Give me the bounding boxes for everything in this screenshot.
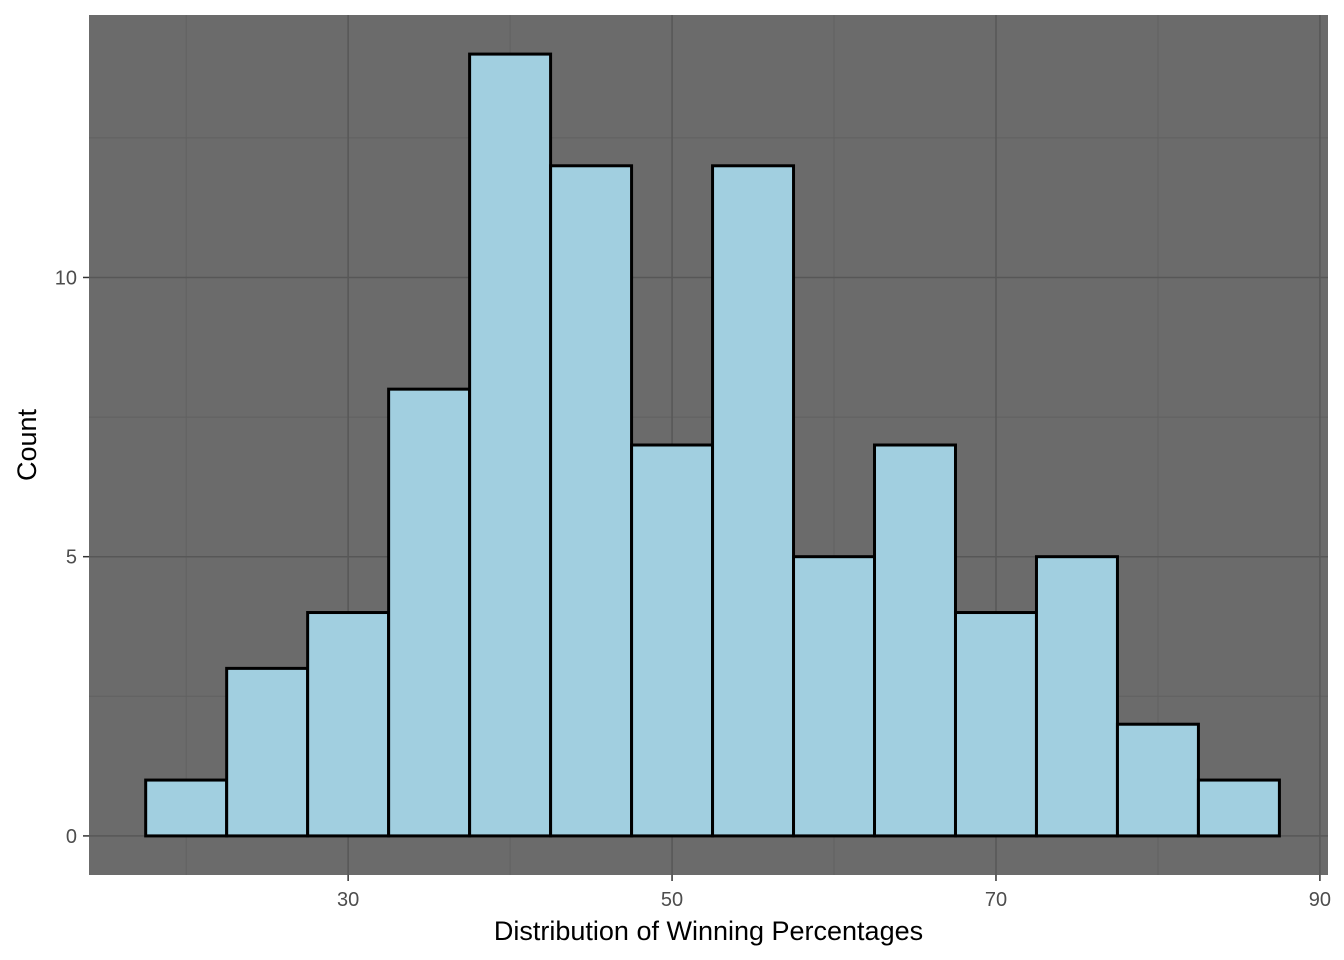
histogram-bar (630, 443, 715, 838)
histogram-bar (225, 666, 310, 838)
x-axis-ticks: 30 50 70 90 (337, 875, 1331, 911)
histogram-bar (711, 164, 796, 838)
histogram-bar (468, 52, 553, 838)
histogram-bar (1115, 722, 1200, 838)
histogram-bar (792, 555, 877, 838)
x-tick-label: 70 (985, 889, 1007, 911)
x-axis-title: Distribution of Winning Percentages (494, 916, 923, 946)
x-tick-label: 90 (1309, 889, 1331, 911)
x-tick-label: 30 (337, 889, 359, 911)
histogram-bar (1034, 555, 1119, 838)
histogram-bar (1196, 778, 1281, 838)
y-tick-label: 0 (66, 826, 77, 848)
y-tick-label: 5 (66, 547, 77, 569)
histogram-bar (306, 611, 391, 838)
y-axis-ticks: 0 5 10 (55, 267, 89, 848)
histogram-bars (144, 52, 1281, 838)
histogram-bar (873, 443, 957, 838)
histogram-bar (953, 611, 1038, 838)
y-tick-label: 10 (55, 267, 77, 289)
x-tick-label: 50 (661, 889, 683, 911)
histogram-bar (387, 387, 472, 838)
histogram-bar (549, 164, 634, 838)
y-axis-title: Count (12, 408, 42, 481)
histogram-bar (144, 778, 229, 838)
